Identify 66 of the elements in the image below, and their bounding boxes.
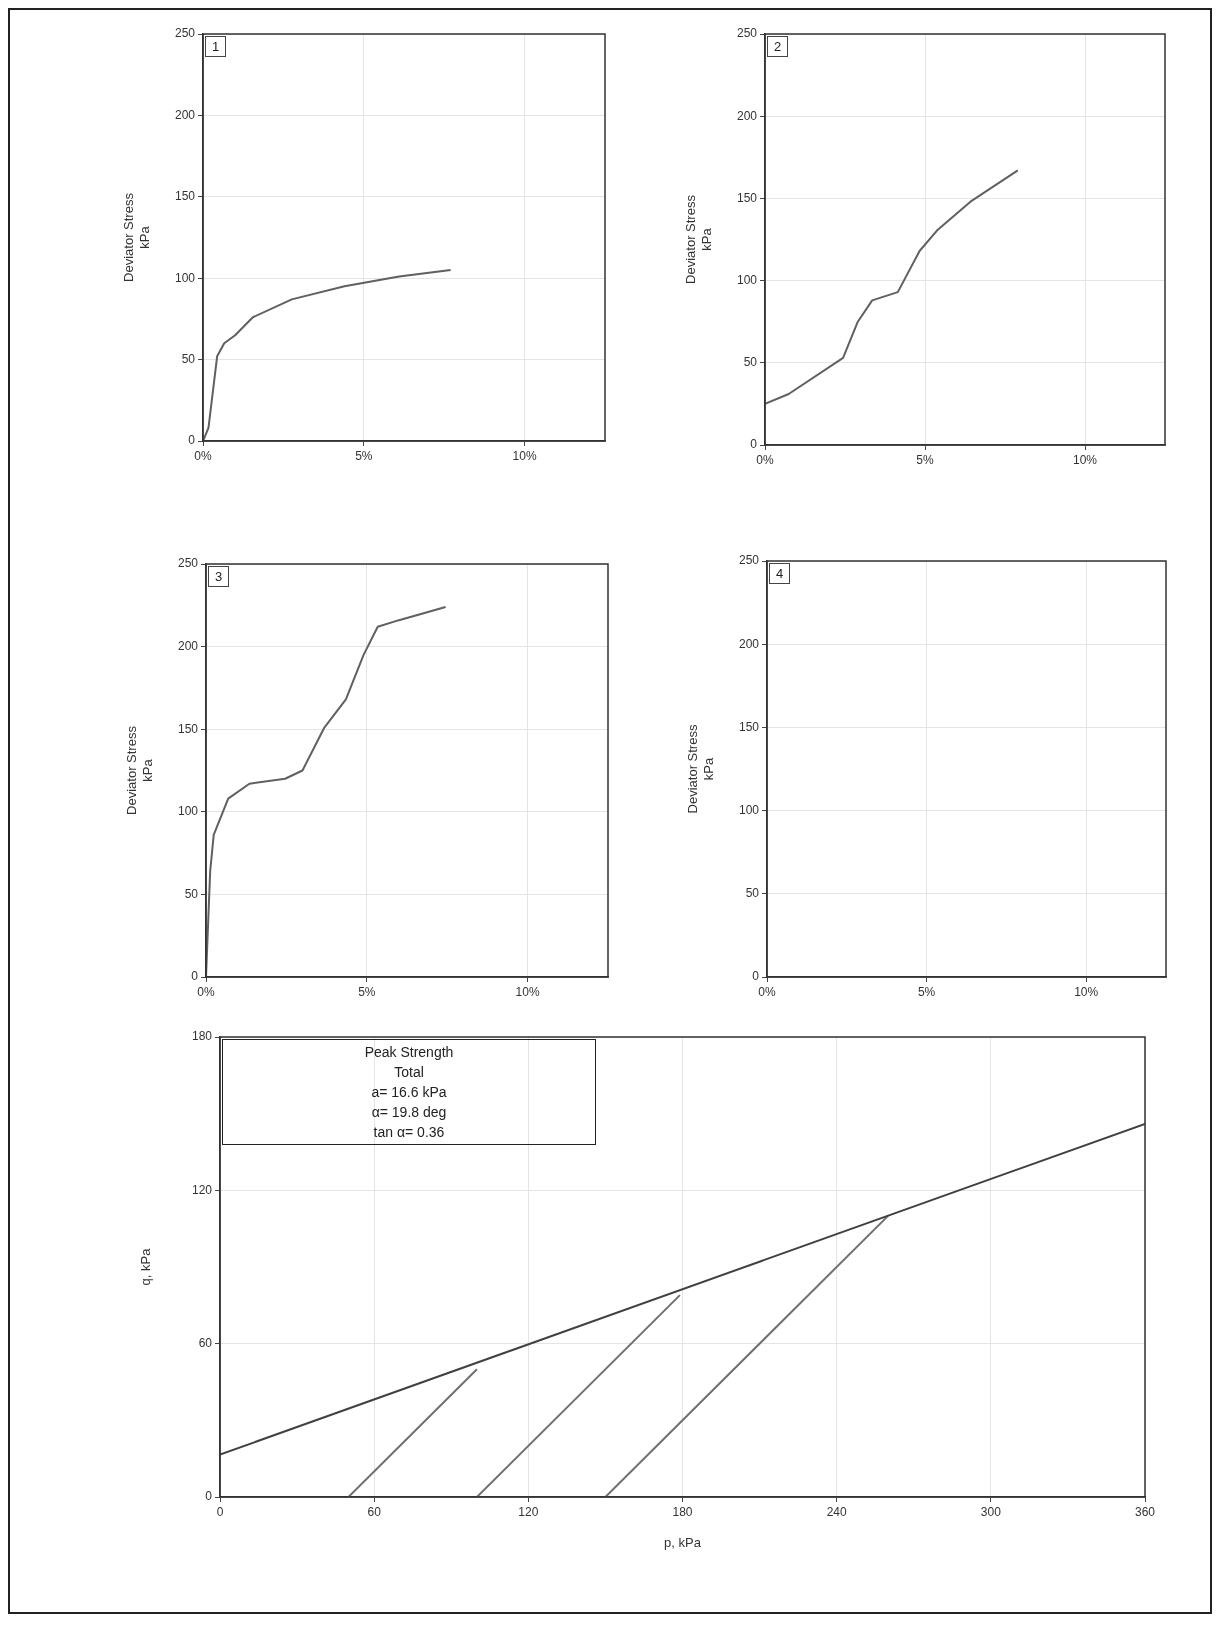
y-tick-label: 250	[738, 553, 760, 568]
y-tick-label: 250	[177, 556, 199, 571]
y-tick-label: 60	[198, 1335, 213, 1350]
y-tick-label: 120	[191, 1182, 213, 1197]
y-axis-title: Deviator Stress kPa	[685, 724, 716, 814]
x-tick-label: 10%	[1074, 984, 1099, 999]
annotation: 4	[776, 566, 784, 581]
y-tick-label: 50	[743, 355, 758, 370]
y-tick-label: 180	[191, 1029, 213, 1044]
y-tick-label: 150	[177, 721, 199, 736]
label-box: 3	[208, 566, 230, 587]
label-box: 4	[769, 563, 791, 584]
y-tick-label: 50	[745, 886, 760, 901]
y-tick-label: 200	[177, 638, 199, 653]
y-tick-label: 200	[174, 107, 196, 122]
annotation: a= 16.6 kPa	[370, 1083, 448, 1102]
y-tick-label: 100	[177, 804, 199, 819]
x-tick-label: 180	[672, 1504, 693, 1519]
x-tick-label: 10%	[512, 448, 537, 463]
x-tick-label: 0	[216, 1504, 224, 1519]
y-tick-label: 50	[184, 886, 199, 901]
annotation: 2	[774, 39, 782, 54]
x-tick-label: 0%	[756, 452, 774, 467]
y-tick-label: 150	[736, 190, 758, 205]
y-axis-title: q, kPa	[138, 1247, 154, 1286]
x-tick-label: 5%	[916, 452, 934, 467]
x-tick-label: 60	[367, 1504, 382, 1519]
x-tick-label: 5%	[917, 984, 936, 999]
y-tick-label: 200	[738, 636, 760, 651]
y-tick-label: 0	[191, 969, 199, 984]
y-tick-label: 100	[174, 270, 196, 285]
y-tick-label: 50	[181, 351, 196, 366]
x-tick-label: 240	[826, 1504, 847, 1519]
annotation: tan α= 0.36	[372, 1123, 446, 1142]
x-axis-title: p, kPa	[664, 1534, 702, 1550]
x-tick-label: 0%	[197, 984, 215, 999]
annotation: α= 19.8 deg	[370, 1103, 448, 1122]
y-tick-label: 250	[736, 26, 758, 41]
y-tick-label: 0	[752, 969, 760, 984]
x-tick-label: 10%	[515, 984, 540, 999]
x-tick-label: 120	[518, 1504, 539, 1519]
y-tick-label: 150	[174, 189, 196, 204]
x-tick-label: 0%	[758, 984, 776, 999]
label-box: 2	[767, 36, 789, 57]
annotation: 3	[215, 569, 223, 584]
annotation: 1	[212, 39, 220, 54]
y-tick-label: 250	[174, 26, 196, 41]
y-tick-label: 200	[736, 108, 758, 123]
label-box: 1	[205, 36, 227, 57]
y-axis-title: Deviator Stress kPa	[683, 194, 714, 284]
annotation: Peak Strength	[363, 1043, 455, 1062]
y-axis-title: Deviator Stress kPa	[121, 192, 152, 282]
x-tick-label: 5%	[355, 448, 373, 463]
y-tick-label: 150	[738, 719, 760, 734]
x-tick-label: 360	[1134, 1504, 1156, 1519]
y-axis-title: Deviator Stress kPa	[124, 725, 155, 815]
y-tick-label: 0	[188, 433, 196, 448]
x-tick-label: 300	[980, 1504, 1002, 1519]
y-tick-label: 100	[736, 272, 758, 287]
annotation: Total	[393, 1063, 425, 1082]
x-tick-label: 0%	[194, 448, 212, 463]
x-tick-label: 10%	[1072, 452, 1098, 467]
y-tick-label: 0	[750, 437, 758, 452]
y-tick-label: 0	[205, 1489, 213, 1504]
y-tick-label: 100	[738, 802, 760, 817]
x-tick-label: 5%	[358, 984, 376, 999]
